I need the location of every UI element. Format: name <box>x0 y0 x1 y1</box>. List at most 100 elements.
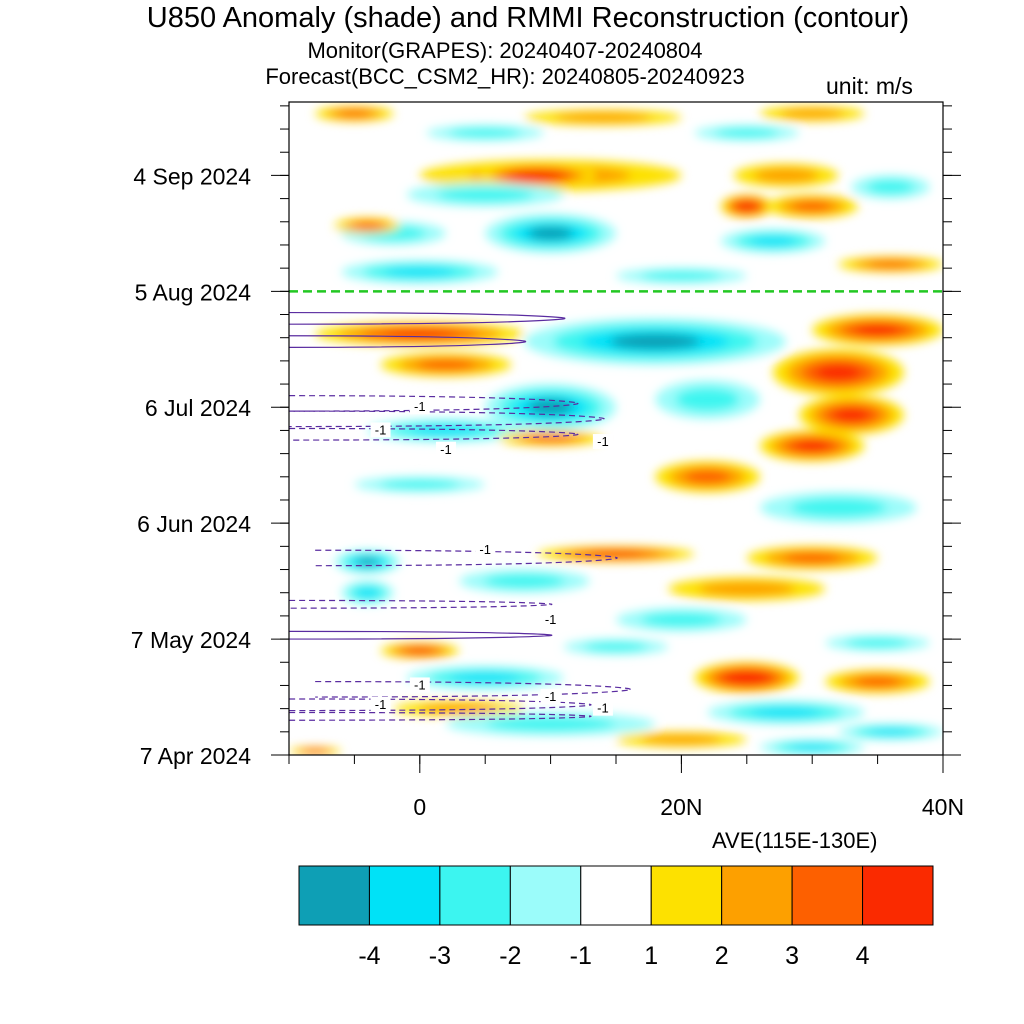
anomaly-blob-16 <box>867 260 914 268</box>
anomaly-shading <box>289 105 943 755</box>
rmmi-contour-6 <box>289 599 553 609</box>
anomaly-blob-15 <box>352 222 383 230</box>
anomaly-blob-34 <box>783 552 842 564</box>
colorbar-label: 4 <box>856 942 870 970</box>
monitor-subtitle: Monitor(GRAPES): 20240407-20240804 <box>307 38 703 63</box>
colorbar-box <box>650 865 723 926</box>
shading-group <box>289 105 943 755</box>
anomaly-blob-3 <box>448 128 522 138</box>
unit-label: unit: m/s <box>826 73 913 99</box>
anomaly-blob-38 <box>355 587 380 598</box>
chart-title: U850 Anomaly (shade) and RMMI Reconstruc… <box>146 2 910 34</box>
colorbar-box <box>368 865 441 926</box>
rmmi-contour-9 <box>289 698 592 712</box>
contour-label-bg <box>540 689 561 705</box>
anomaly-blob-47 <box>751 707 821 718</box>
contour-label-9: -1 <box>592 700 613 716</box>
y-tick-label: 7 May 2024 <box>131 627 251 653</box>
anomaly-blob-35 <box>356 557 379 566</box>
anomaly-blob-28 <box>411 425 481 436</box>
contour-label-text: -1 <box>545 612 557 627</box>
contour-label-1: -1 <box>370 422 391 438</box>
anomaly-blob-40 <box>406 647 434 654</box>
colorbar-label: -4 <box>358 942 380 970</box>
anomaly-blob-30 <box>684 469 731 484</box>
anomaly-blob-7 <box>753 168 819 183</box>
contour-label-bg <box>592 700 613 716</box>
x-tick-label: 0 <box>413 794 426 820</box>
colorbar-box <box>791 865 864 926</box>
colorbar-box <box>439 865 511 926</box>
anomaly-blob-51 <box>306 749 325 754</box>
anomaly-blob-32 <box>790 498 887 518</box>
longitude-average-label: AVE(115E-130E) <box>712 828 878 853</box>
anomaly-blob-26 <box>833 408 870 422</box>
anomaly-blob-11 <box>791 201 833 212</box>
colorbar-label: 2 <box>715 942 729 970</box>
rmmi-contour-5 <box>315 549 618 567</box>
contour-label-4: -1 <box>475 542 496 558</box>
anomaly-blob-42 <box>845 638 910 648</box>
rmmi-contour-0 <box>289 395 579 412</box>
rmmi-contour-1 <box>289 410 605 428</box>
y-tick-label: 7 Apr 2024 <box>140 743 251 769</box>
contour-label-bg <box>409 399 430 415</box>
anomaly-blob-36 <box>484 573 565 589</box>
rmmi-contours <box>289 311 631 721</box>
anomaly-blob-25 <box>675 387 740 412</box>
anomaly-blob-10 <box>739 203 755 210</box>
anomaly-blob-17 <box>384 266 455 278</box>
y-tick-label: 6 Jun 2024 <box>137 511 251 537</box>
colorbar-box <box>580 865 652 926</box>
rmmi-contour-7 <box>289 630 553 640</box>
anomaly-blob-46 <box>418 703 500 714</box>
contour-label-bg <box>370 696 391 712</box>
contour-label-bg <box>370 422 391 438</box>
forecast-subtitle: Forecast(BCC_CSM2_HR): 20240805-20240923 <box>265 64 745 89</box>
anomaly-blob-1 <box>554 112 652 123</box>
anomaly-blob-0 <box>336 110 372 118</box>
colorbar-label: 1 <box>644 942 658 970</box>
rmmi-contour-8 <box>315 680 631 698</box>
contour-label-text: -1 <box>597 701 609 716</box>
plot-overlays: -1 -1 -1 -1 -1 -1 -1 -1 -1 -1 <box>289 290 943 716</box>
anomaly-blob-24 <box>527 399 574 416</box>
contour-label-3: -1 <box>592 434 613 450</box>
contour-label-bg <box>409 677 430 693</box>
colorbar-label: 3 <box>785 942 799 970</box>
anomaly-blob-39 <box>641 612 722 627</box>
colorbar-box <box>862 865 934 926</box>
anomaly-blob-21 <box>854 324 901 336</box>
contour-label-text: -1 <box>545 689 557 704</box>
anomaly-blob-31 <box>379 479 461 490</box>
anomaly-blob-43 <box>731 673 762 683</box>
contour-label-text: -1 <box>375 697 387 712</box>
contour-label-text: -1 <box>414 677 426 692</box>
colorbar-label: -3 <box>429 942 451 970</box>
axes: 7 Apr 2024 7 May 2024 6 Jun 2024 6 Jul 2024… <box>131 101 964 820</box>
colorbar-box <box>509 865 582 926</box>
rmmi-contour-4 <box>289 335 527 348</box>
contour-label-text: -1 <box>597 434 609 449</box>
rmmi-contour-10 <box>289 711 592 721</box>
x-tick-label: 40N <box>922 794 964 820</box>
anomaly-blob-41 <box>583 642 649 652</box>
anomaly-blob-4 <box>714 128 779 138</box>
anomaly-blob-2 <box>780 108 845 119</box>
anomaly-blob-9 <box>436 187 534 202</box>
anomaly-blob-44 <box>854 676 901 687</box>
contour-label-2: -1 <box>435 441 456 457</box>
x-tick-label: 20N <box>660 794 702 820</box>
rmmi-contour-3 <box>289 311 566 325</box>
anomaly-blob-6 <box>520 172 555 179</box>
anomaly-blob-22 <box>815 364 862 381</box>
colorbar: -4 -3 -2 -1 1 2 3 4 <box>298 865 934 970</box>
contour-label-text: -1 <box>414 399 426 414</box>
contour-label-5: -1 <box>540 611 561 627</box>
anomaly-blob-12 <box>527 226 574 241</box>
anomaly-blob-52 <box>486 716 615 732</box>
anomaly-blob-48 <box>641 734 722 745</box>
colorbar-box <box>298 865 370 926</box>
anomaly-blob-23 <box>416 359 476 370</box>
